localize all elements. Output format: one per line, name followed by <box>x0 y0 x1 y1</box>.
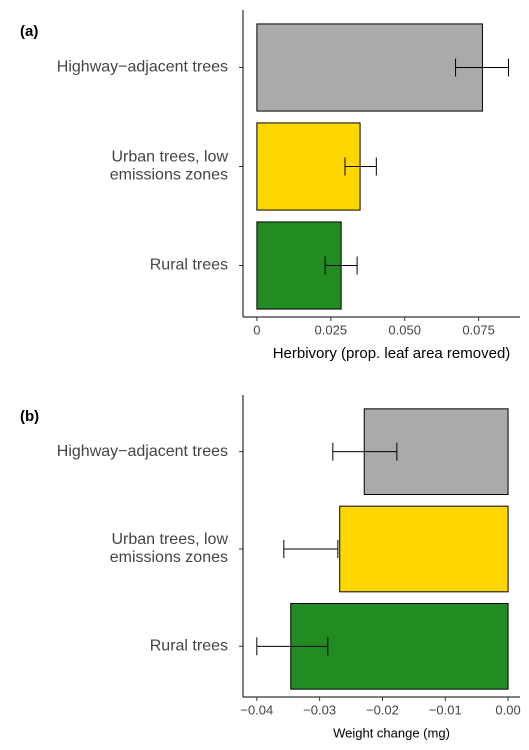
category-label: Highway−adjacent trees <box>57 443 228 460</box>
bar <box>256 122 361 211</box>
bar <box>256 23 483 112</box>
x-tick-label: −0.02 <box>366 702 399 717</box>
x-tick-label: −0.03 <box>303 702 336 717</box>
x-axis-label: Weight change (mg) <box>333 725 450 740</box>
panel-label: (a) <box>20 23 38 40</box>
x-tick-label: 0.00 <box>495 702 520 717</box>
x-tick-label: −0.01 <box>429 702 462 717</box>
x-axis-label: Herbivory (prop. leaf area removed) <box>273 345 511 362</box>
panel-label: (b) <box>20 408 39 425</box>
x-tick-label: 0 <box>253 322 260 337</box>
category-label: Urban trees, low emissions zones <box>110 149 229 184</box>
x-tick-label: 0.050 <box>388 322 421 337</box>
category-label: Rural trees <box>150 638 228 655</box>
category-label: Urban trees, low emissions zones <box>110 531 229 566</box>
category-label: Highway−adjacent trees <box>57 59 228 76</box>
x-tick-label: 0.075 <box>462 322 495 337</box>
bar <box>339 505 509 593</box>
category-label: Rural trees <box>150 257 228 274</box>
x-tick-label: 0.025 <box>315 322 348 337</box>
x-tick-label: −0.04 <box>240 702 273 717</box>
